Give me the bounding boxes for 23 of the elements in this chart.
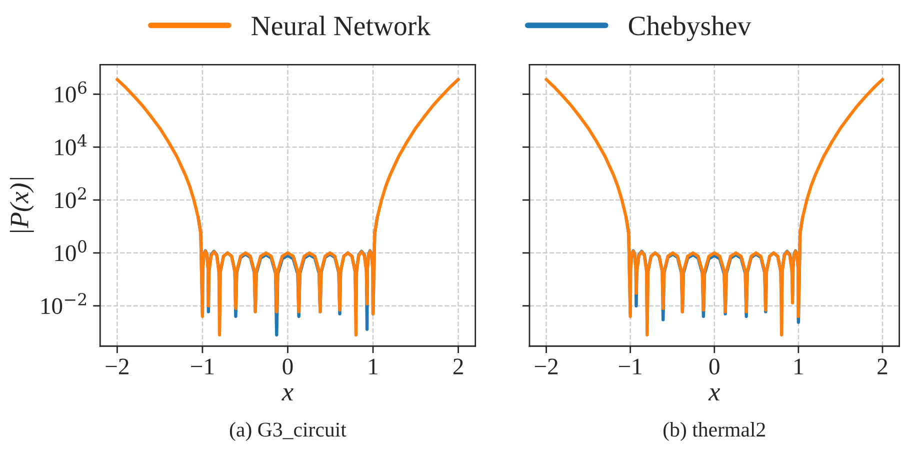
y-axis-title: |P(x)| xyxy=(10,178,34,232)
x-tick-label: 2 xyxy=(453,358,463,374)
x-tick-label: 0 xyxy=(282,358,293,375)
x-tick-label: −2 xyxy=(106,358,128,374)
x-tick-label: −2 xyxy=(534,358,558,374)
text: (a) G3_circuit xyxy=(230,422,346,441)
y-tick-label: 10$^{0}$ xyxy=(55,240,86,262)
x-tick-label: −1 xyxy=(191,358,214,374)
y-tick-label: 10$^{4}$ xyxy=(55,134,87,156)
x-tick-label: −1 xyxy=(618,358,642,374)
line-series xyxy=(116,78,460,336)
y-tick-label: 10$^{−2}$ xyxy=(42,293,86,314)
y-tick-label: 10$^{2}$ xyxy=(55,187,86,208)
x-axis-title: x xyxy=(282,388,294,400)
y-tick-label: 10$^{6}$ xyxy=(55,81,86,102)
x-tick-label: 2 xyxy=(878,358,888,374)
text: (b) thermal2 xyxy=(664,422,766,441)
x-tick-label: 1 xyxy=(369,358,378,374)
x-axis-title: x xyxy=(708,388,720,400)
x-tick-label: 0 xyxy=(709,358,720,375)
legend-label: Chebyshev xyxy=(628,16,752,42)
legend-label: Neural Network xyxy=(252,16,431,36)
x-tick-label: 1 xyxy=(794,358,803,374)
